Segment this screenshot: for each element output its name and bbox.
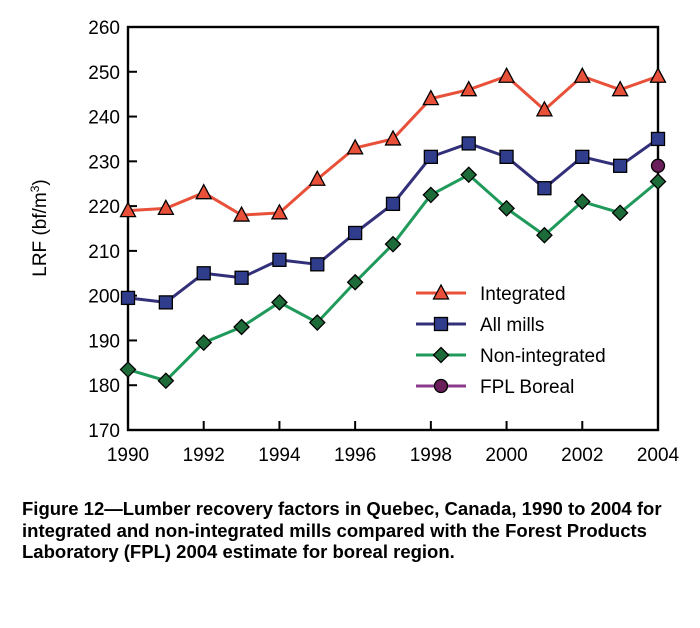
series-fpl-boreal bbox=[650, 158, 666, 173]
data-point-integrated bbox=[573, 66, 591, 83]
data-point-integrated bbox=[308, 169, 326, 186]
data-point-non-integrated bbox=[346, 273, 364, 291]
data-point-non-integrated bbox=[308, 314, 326, 331]
legend-item-all-mills: All mills bbox=[416, 315, 544, 336]
series-non-integrated bbox=[119, 166, 667, 390]
y-tick-label: 200 bbox=[88, 287, 120, 308]
data-point-integrated bbox=[232, 205, 251, 222]
y-axis-label: LRF (bf/m3) bbox=[28, 179, 51, 276]
data-point-integrated bbox=[119, 201, 137, 218]
data-point-all-mills bbox=[234, 270, 249, 285]
data-point-non-integrated bbox=[422, 186, 440, 204]
legend-item-fpl-boreal: FPL Boreal bbox=[416, 377, 574, 398]
y-tick-label: 240 bbox=[88, 108, 120, 129]
x-tick-label: 1994 bbox=[258, 445, 301, 466]
y-tick-label: 220 bbox=[88, 197, 120, 218]
y-tick-label: 260 bbox=[88, 18, 120, 39]
legend-marker-non-integrated bbox=[432, 346, 450, 364]
y-axis-label-main: LRF (bf/m bbox=[30, 192, 51, 276]
x-tick-label: 1992 bbox=[183, 445, 225, 466]
data-point-non-integrated bbox=[384, 235, 402, 253]
data-point-non-integrated bbox=[460, 166, 478, 184]
data-point-non-integrated bbox=[536, 226, 553, 244]
legend-item-integrated: Integrated bbox=[416, 283, 566, 305]
data-point-non-integrated bbox=[195, 334, 213, 352]
y-axis-label-end: ) bbox=[30, 179, 51, 185]
data-point-all-mills bbox=[537, 181, 552, 196]
data-point-all-mills bbox=[499, 149, 514, 165]
chart-axes bbox=[126, 25, 660, 432]
x-tick-label: 2000 bbox=[485, 445, 527, 466]
y-tick-label: 210 bbox=[88, 242, 120, 263]
y-tick-label: 250 bbox=[88, 63, 120, 84]
y-tick-label: 180 bbox=[88, 376, 120, 397]
data-point-integrated bbox=[497, 66, 516, 83]
x-tick-label: 2002 bbox=[561, 445, 603, 466]
data-point-integrated bbox=[195, 183, 213, 200]
data-point-all-mills bbox=[310, 257, 325, 272]
data-point-non-integrated bbox=[498, 199, 515, 217]
y-tick-label: 190 bbox=[88, 331, 120, 352]
data-point-non-integrated bbox=[573, 193, 591, 211]
y-tick-label: 170 bbox=[88, 421, 120, 442]
series-all-mills bbox=[120, 131, 666, 310]
legend-marker-fpl-boreal bbox=[433, 378, 449, 394]
data-point-all-mills bbox=[612, 158, 628, 173]
x-tick-label: 1990 bbox=[107, 445, 149, 466]
data-point-fpl-boreal bbox=[650, 158, 666, 173]
data-point-non-integrated bbox=[649, 173, 667, 190]
x-tick-label: 2004 bbox=[637, 445, 680, 466]
data-point-all-mills bbox=[158, 295, 174, 310]
data-point-integrated bbox=[384, 129, 402, 146]
data-point-non-integrated bbox=[157, 372, 175, 390]
axis-ticks: 170 180 190 200 210 220 230 240 250 260 1990 1992 19… bbox=[88, 18, 679, 466]
data-point-integrated bbox=[460, 80, 478, 97]
series-layer bbox=[119, 66, 667, 390]
legend-label-all-mills: All mills bbox=[480, 315, 544, 336]
data-point-all-mills bbox=[347, 225, 363, 241]
legend: Integrated All mills Non-integrated FPL Bor… bbox=[416, 283, 606, 398]
data-point-all-mills bbox=[385, 196, 401, 212]
legend-label-non-integrated: Non-integrated bbox=[480, 346, 606, 367]
plot-frame bbox=[126, 25, 660, 432]
y-axis-label-superscript: 3 bbox=[28, 185, 42, 192]
y-tick-label: 230 bbox=[88, 152, 120, 173]
data-point-all-mills bbox=[575, 149, 590, 165]
legend-label-integrated: Integrated bbox=[480, 284, 566, 305]
data-point-integrated bbox=[535, 100, 554, 117]
data-point-integrated bbox=[422, 89, 440, 106]
data-point-all-mills bbox=[196, 266, 211, 281]
line-chart: 170 180 190 200 210 220 230 240 250 260 1990 1992 19… bbox=[28, 18, 680, 466]
x-tick-label: 1998 bbox=[410, 445, 452, 466]
legend-label-fpl-boreal: FPL Boreal bbox=[480, 377, 574, 398]
legend-item-non-integrated: Non-integrated bbox=[416, 346, 606, 367]
series-integrated bbox=[119, 66, 667, 222]
data-point-all-mills bbox=[461, 136, 476, 151]
legend-marker-all-mills bbox=[433, 316, 449, 332]
data-point-integrated bbox=[649, 66, 667, 83]
data-point-non-integrated bbox=[271, 293, 288, 311]
data-point-all-mills bbox=[423, 149, 439, 165]
data-point-integrated bbox=[611, 80, 629, 97]
data-point-all-mills bbox=[650, 131, 666, 147]
legend-marker-integrated bbox=[432, 283, 450, 300]
x-tick-label: 1996 bbox=[334, 445, 376, 466]
figure-caption: Figure 12—Lumber recovery factors in Que… bbox=[22, 498, 662, 562]
data-point-non-integrated bbox=[119, 361, 137, 378]
data-point-integrated bbox=[346, 138, 364, 155]
data-point-integrated bbox=[270, 203, 289, 220]
data-point-non-integrated bbox=[233, 318, 250, 336]
data-point-all-mills bbox=[272, 252, 287, 267]
data-point-integrated bbox=[157, 198, 175, 216]
data-point-non-integrated bbox=[611, 204, 629, 222]
data-point-all-mills bbox=[120, 290, 136, 306]
